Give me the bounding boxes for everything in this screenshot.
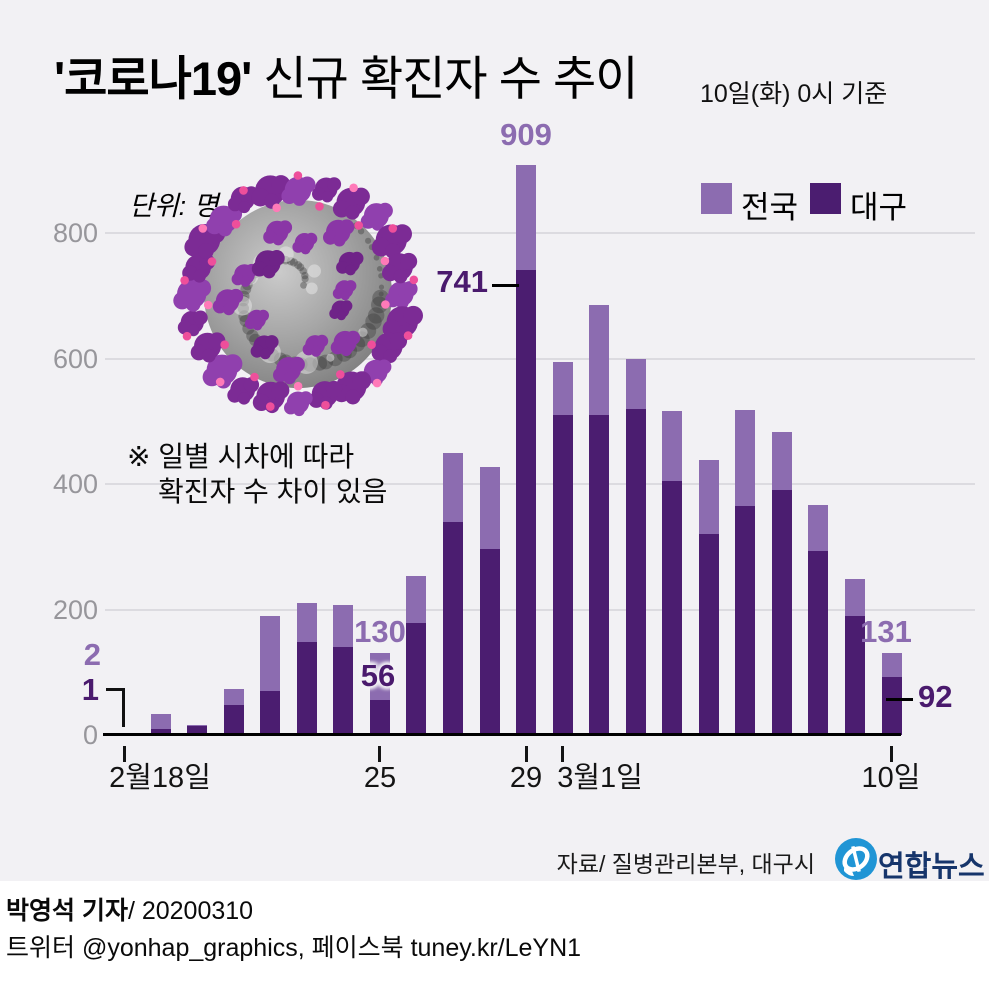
x-axis-label-10일: 10일 [861, 762, 921, 794]
bar-3월1일-daegu [552, 415, 573, 735]
ann-92-dash [886, 698, 913, 701]
x-tick-3월1일 [561, 746, 565, 762]
bar-3월6일-daegu [735, 506, 756, 735]
legend-swatch-daegu [810, 183, 841, 214]
x-tick-29 [524, 746, 528, 762]
footnote-line1: ※ 일별 시차에 따라 [127, 441, 355, 472]
bar-2월22일-daegu [260, 691, 281, 735]
x-axis-label-2월18일: 2월18일 [109, 762, 211, 794]
credit-date: / 20200310 [127, 897, 254, 925]
bar-2월24일-daegu [333, 647, 354, 735]
bar-2월23일-daegu [296, 642, 317, 735]
gridline-200 [105, 608, 975, 611]
x-axis-line [103, 733, 901, 736]
ann-131: 131 [860, 614, 912, 649]
ann-first-daegu: 1 [81, 672, 99, 707]
coronavirus-illustration [173, 171, 423, 417]
yonhap-logo-text: 연합뉴스 [878, 851, 985, 883]
gridline-400 [105, 483, 975, 485]
legend-label-nationwide: 전국 [741, 190, 799, 225]
gridline-600 [105, 357, 975, 360]
x-tick-25 [378, 746, 382, 762]
y-axis-label-200: 200 [52, 594, 98, 625]
x-axis-label-3월1일: 3월1일 [557, 762, 643, 794]
yonhap-logo-icon [835, 838, 877, 880]
bar-2월29일-daegu [516, 270, 537, 735]
y-axis-label-400: 400 [52, 469, 98, 499]
bar-2월28일-daegu [479, 549, 500, 735]
social-links: 트위터 @yonhap_graphics, 페이스북 tuney.kr/LeYN… [6, 934, 582, 962]
bar-3월8일-daegu [808, 551, 829, 735]
bar-3월3일-daegu [625, 409, 646, 735]
first-bar-bracket-vertical [122, 688, 125, 727]
x-axis-label-25: 25 [363, 762, 397, 794]
title-rest: 신규 확진자 수 추이 [251, 52, 638, 105]
reporter-credit: 박영석 기자/ 20200310 [6, 891, 253, 927]
ann-130: 130 [354, 614, 406, 649]
y-axis-label-800: 800 [52, 218, 98, 248]
bar-2월20일-daegu [187, 726, 208, 735]
legend-swatch-nationwide [701, 183, 732, 214]
as-of-label: 10일(화) 0시 기준 [700, 80, 888, 108]
bar-3월9일-daegu [845, 616, 865, 735]
ann-first-total: 2 [83, 637, 101, 672]
bar-3월2일-daegu [589, 415, 610, 735]
x-tick-2월18일 [122, 746, 126, 762]
ann-92: 92 [918, 679, 953, 714]
bar-3월10일-daegu [881, 677, 902, 735]
y-axis-label-0: 0 [82, 720, 98, 750]
gridline-800 [105, 232, 975, 234]
y-axis-label-600: 600 [52, 343, 98, 374]
ann-741: 741 [436, 264, 488, 299]
data-source-label: 자료/ 질병관리본부, 대구시 [556, 851, 815, 877]
bar-3월5일-daegu [698, 534, 719, 735]
unit-label: 단위: 명 [129, 191, 219, 221]
bar-2월25일-daegu [369, 700, 390, 735]
bar-3월7일-daegu [771, 490, 792, 735]
legend-label-daegu: 대구 [850, 190, 908, 225]
chart-footnote: ※ 일별 시차에 따라 확진자 수 차이 있음 [127, 439, 387, 509]
ann-56: 56 [360, 658, 396, 693]
title-quoted: '코로나19' [54, 52, 252, 105]
x-axis-label-29: 29 [509, 762, 543, 794]
footnote-line2: 확진자 수 차이 있음 [158, 476, 388, 507]
ann-741-dash [492, 284, 519, 287]
bar-chart-plot: 0 200 400 600 800 2월18일 25 29 3월1일 10일 909 741 130 56… [52, 117, 975, 794]
first-bar-bracket-horizontal [106, 688, 125, 691]
page-title: '코로나19' 신규 확진자 수 추이 [54, 40, 639, 109]
bar-3월4일-daegu [662, 481, 683, 735]
x-tick-10일 [890, 746, 894, 762]
ann-909: 909 [500, 117, 552, 152]
reporter-name: 박영석 기자 [6, 897, 128, 925]
bar-2월26일-daegu [406, 623, 427, 735]
bar-2월21일-daegu [223, 705, 244, 735]
bar-2월19일-daegu [150, 729, 171, 735]
bar-2월27일-daegu [442, 522, 463, 735]
